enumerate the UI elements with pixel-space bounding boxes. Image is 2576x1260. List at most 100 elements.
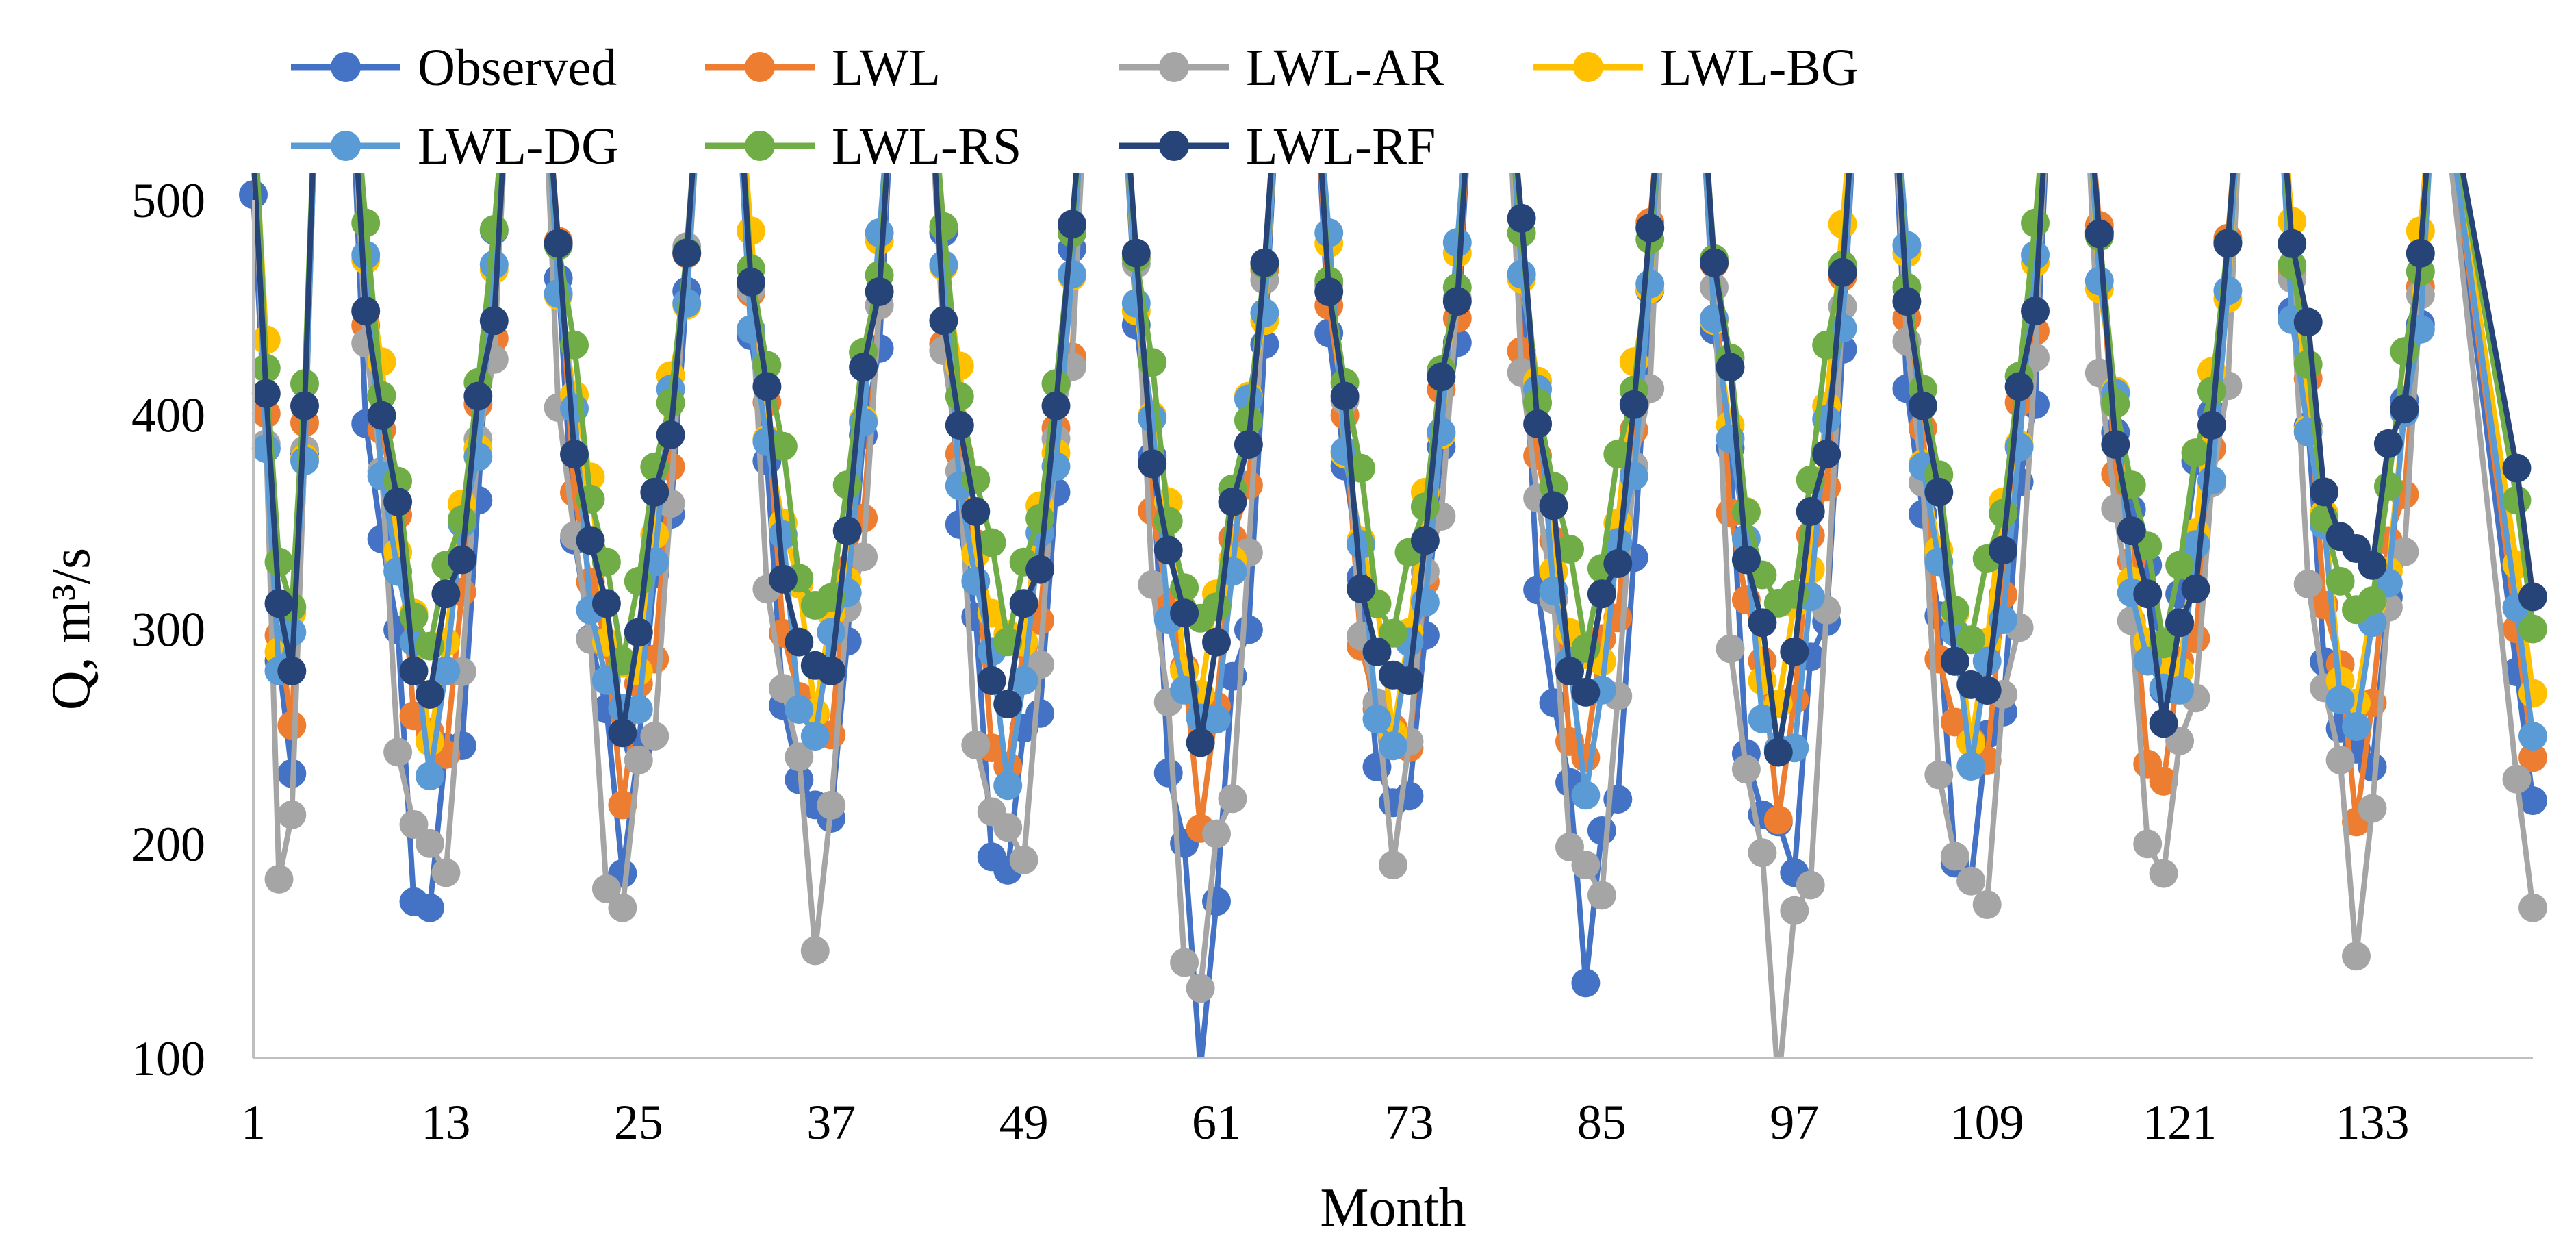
data-point: [624, 746, 653, 774]
data-point: [351, 208, 381, 238]
data-point: [2165, 608, 2195, 638]
y-tick-label: 400: [131, 388, 205, 442]
data-point: [2133, 579, 2163, 609]
x-axis-title: Month: [1320, 1178, 1466, 1238]
x-tick-label: 121: [2143, 1095, 2217, 1150]
data-point: [1121, 238, 1151, 268]
data-point: [752, 351, 782, 380]
legend-label: LWL-DG: [418, 118, 619, 175]
data-point: [479, 215, 509, 244]
data-point: [251, 379, 281, 408]
data-point: [591, 874, 621, 903]
data-point: [576, 526, 605, 555]
data-point: [2181, 438, 2210, 468]
data-point: [1394, 666, 1424, 695]
data-point: [1234, 430, 1263, 459]
data-point: [1940, 842, 1969, 871]
data-point: [2021, 208, 2050, 238]
data-point: [785, 695, 814, 724]
y-tick-label: 500: [131, 173, 205, 228]
data-point: [1603, 440, 1633, 469]
data-point: [277, 711, 307, 740]
y-tick-labels: 100 200 300 400 500: [131, 173, 205, 1086]
data-point: [768, 431, 798, 461]
data-point: [544, 229, 573, 258]
legend-item-lwl-bg: LWL-BG: [1533, 39, 1859, 97]
x-tick-label: 85: [1577, 1095, 1627, 1150]
data-point: [2518, 679, 2547, 708]
data-point: [624, 566, 653, 596]
data-point: [1202, 705, 1231, 734]
data-point: [399, 810, 429, 839]
data-point: [2149, 766, 2178, 796]
data-point: [2373, 472, 2403, 501]
legend-label: LWL-RS: [832, 118, 1021, 175]
data-point: [608, 893, 637, 922]
data-point: [2133, 829, 2163, 859]
data-point: [2084, 266, 2114, 296]
data-point: [1234, 615, 1263, 644]
data-point: [1796, 870, 1825, 900]
data-point: [1314, 218, 1344, 247]
data-point: [431, 656, 461, 685]
data-point: [1170, 948, 1199, 977]
data-point: [1009, 589, 1038, 618]
data-point: [929, 306, 958, 336]
data-point: [2342, 712, 2371, 741]
data-point: [2149, 859, 2178, 888]
data-point: [752, 372, 782, 401]
data-point: [1202, 819, 1231, 848]
data-point: [1571, 850, 1601, 880]
series-lwl-rf: [251, 173, 2547, 767]
data-point: [2293, 307, 2323, 337]
data-point: [463, 381, 493, 411]
data-point: [2358, 586, 2387, 616]
data-point: [447, 505, 476, 534]
data-point: [1427, 362, 1456, 392]
legend-item-lwl-dg: LWL-DG: [291, 118, 619, 175]
data-point: [2310, 477, 2339, 507]
data-point: [1025, 555, 1055, 584]
data-point: [624, 618, 653, 647]
data-point: [1571, 677, 1601, 707]
data-point: [1442, 287, 1472, 316]
y-tick-label: 300: [131, 603, 205, 657]
data-point: [1025, 504, 1055, 533]
data-point: [2390, 337, 2419, 366]
data-point: [264, 864, 294, 894]
legend-swatch-marker: [331, 131, 361, 161]
data-point: [479, 306, 509, 336]
data-point: [785, 742, 814, 772]
data-point: [2004, 372, 2034, 401]
legend-swatch-marker: [1573, 52, 1603, 82]
x-tick-labels: 1 13 25 37 49 61 73 85 97 109 121 133: [241, 1095, 2409, 1150]
data-point: [1908, 391, 1937, 420]
data-point: [2358, 794, 2387, 823]
x-tick-label: 37: [806, 1095, 856, 1150]
data-point: [1972, 676, 2002, 705]
data-point: [2518, 893, 2547, 922]
data-point: [1716, 634, 1745, 664]
data-point: [2406, 238, 2435, 268]
legend-swatch-marker: [1159, 131, 1189, 161]
data-point: [672, 288, 702, 318]
legend-label: LWL-AR: [1246, 39, 1444, 97]
data-point: [367, 401, 396, 430]
data-point: [1379, 850, 1407, 880]
data-point: [1763, 805, 1793, 835]
data-point: [2021, 297, 2050, 326]
data-point: [1748, 704, 1777, 733]
legend-swatch-marker: [745, 131, 775, 161]
data-point: [2390, 537, 2419, 566]
data-point: [1812, 440, 1841, 469]
data-point: [656, 420, 685, 449]
data-point: [1892, 287, 1922, 316]
data-point: [1700, 248, 1729, 277]
data-point: [1555, 657, 1584, 686]
data-point: [1780, 896, 1809, 925]
data-point: [1716, 353, 1745, 382]
data-point: [1780, 637, 1809, 666]
data-point: [1009, 845, 1038, 874]
data-point: [2293, 569, 2323, 598]
data-point: [785, 627, 814, 657]
